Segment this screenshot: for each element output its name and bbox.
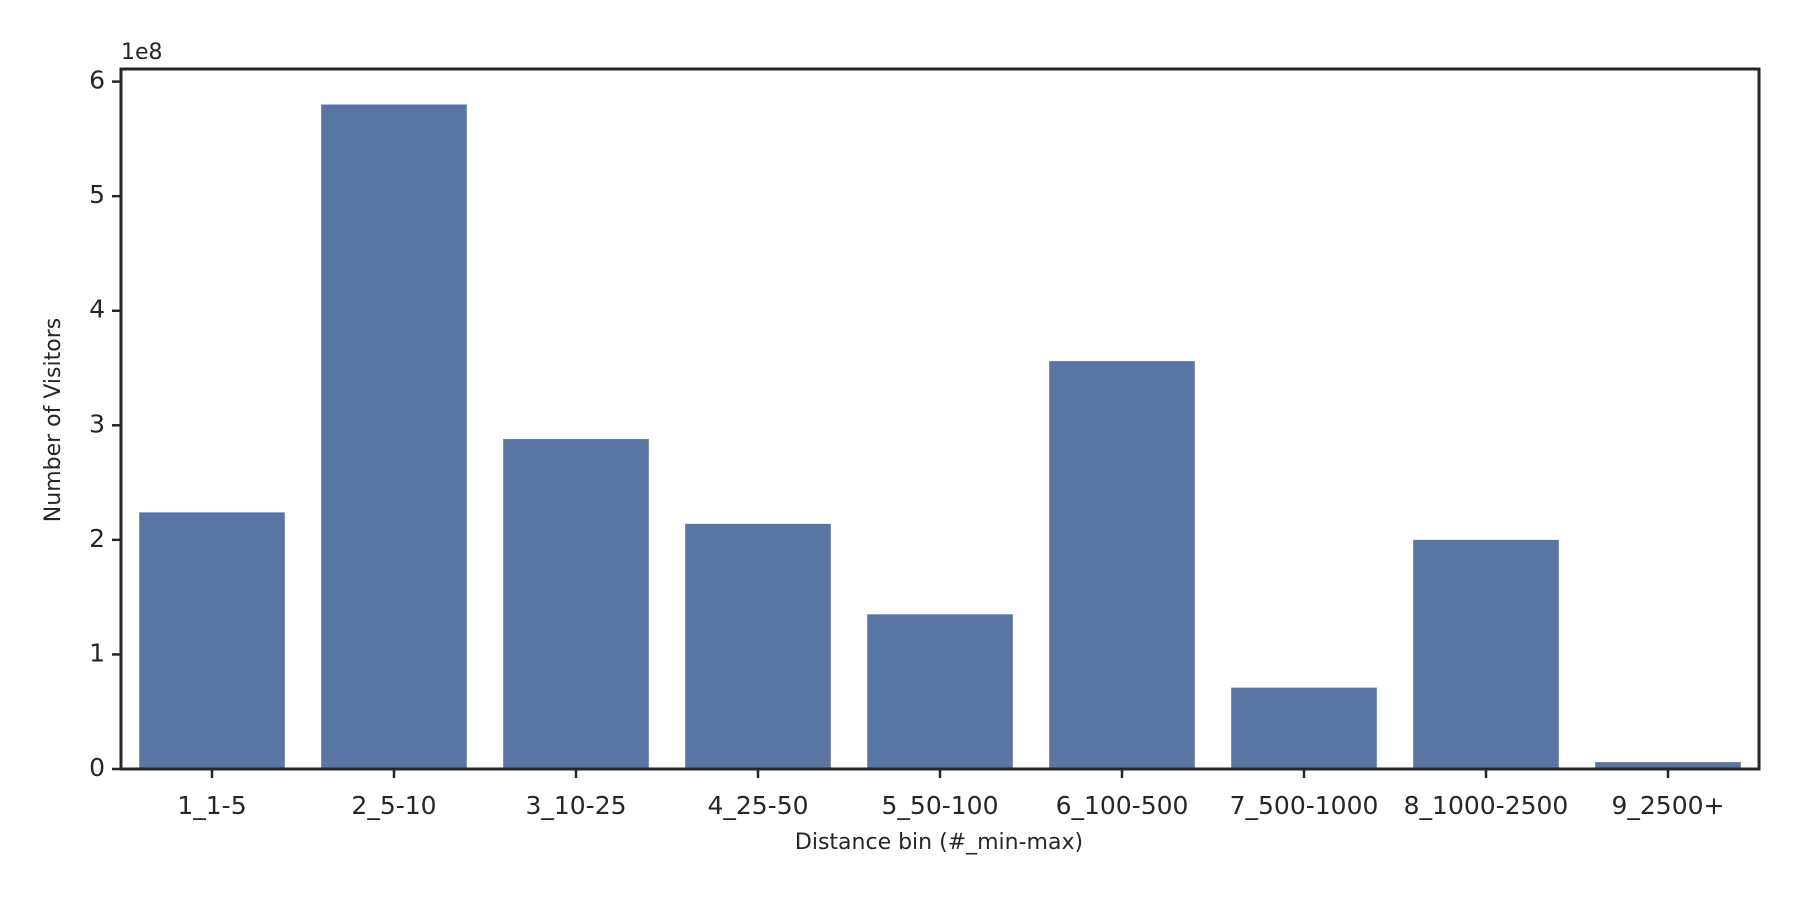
x-tick-label: 8_1000-2500 bbox=[1404, 791, 1569, 820]
bar bbox=[503, 439, 649, 769]
bar bbox=[685, 523, 831, 769]
bar bbox=[321, 104, 467, 769]
y-axis-label: Number of Visitors bbox=[41, 318, 66, 522]
y-tick-label: 6 bbox=[89, 66, 105, 95]
bar bbox=[1413, 539, 1559, 769]
y-tick-label: 4 bbox=[89, 295, 105, 324]
y-tick-label: 5 bbox=[89, 180, 105, 209]
y-tick-label: 3 bbox=[89, 409, 105, 438]
x-tick-label: 3_10-25 bbox=[525, 791, 626, 820]
x-tick-label: 9_2500+ bbox=[1612, 791, 1725, 820]
x-tick-label: 1_1-5 bbox=[177, 791, 246, 820]
x-tick-label: 7_500-1000 bbox=[1230, 791, 1379, 820]
offset-label: 1e8 bbox=[121, 40, 163, 65]
plot-frame bbox=[119, 67, 1761, 771]
x-tick-label: 4_25-50 bbox=[707, 791, 808, 820]
x-axis-label: Distance bin (#_min-max) bbox=[795, 830, 1083, 855]
bar bbox=[1595, 762, 1741, 769]
bar bbox=[1231, 687, 1377, 769]
x-tick-label: 6_100-500 bbox=[1056, 791, 1189, 820]
bar bbox=[139, 512, 285, 769]
bar bbox=[867, 614, 1013, 769]
y-tick-label: 2 bbox=[89, 524, 105, 553]
y-tick-label: 0 bbox=[89, 753, 105, 782]
bar bbox=[1049, 361, 1195, 769]
x-tick-label: 2_5-10 bbox=[351, 791, 436, 820]
x-tick-label: 5_50-100 bbox=[882, 791, 999, 820]
y-tick-label: 1 bbox=[89, 638, 105, 667]
